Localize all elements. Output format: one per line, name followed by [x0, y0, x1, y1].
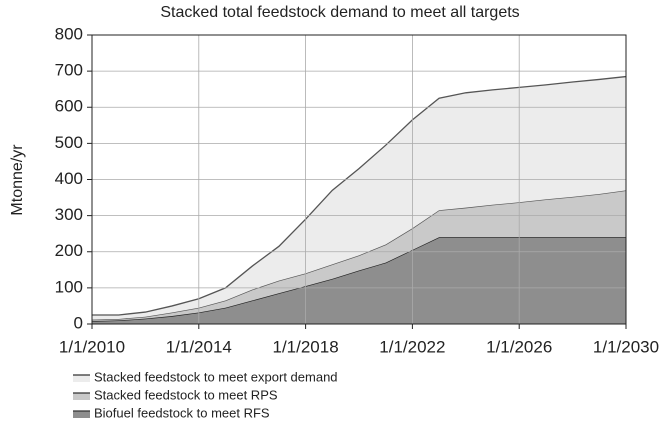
legend-label: Biofuel feedstock to meet RFS — [94, 405, 270, 420]
area-edge — [91, 189, 627, 321]
x-tick-label: 1/1/2018 — [273, 337, 339, 356]
y-tick-label: 0 — [74, 313, 83, 332]
x-tick-label: 1/1/2030 — [593, 337, 659, 356]
y-tick-label: 800 — [55, 24, 83, 43]
y-tick-label: 200 — [55, 241, 83, 260]
y-tick-label: 300 — [55, 205, 83, 224]
x-tick-label: 1/1/2022 — [379, 337, 445, 356]
legend-label: Stacked feedstock to meet export demand — [94, 369, 338, 384]
y-tick-label: 500 — [55, 133, 83, 152]
legend-swatch — [73, 393, 90, 400]
x-tick-label: 1/1/2026 — [486, 337, 552, 356]
x-tick-label: 1/1/2014 — [166, 337, 232, 356]
y-tick-label: 600 — [55, 97, 83, 116]
area — [92, 76, 626, 320]
legend-swatch — [73, 411, 90, 418]
legend-swatch — [73, 375, 90, 382]
x-tick-label: 1/1/2010 — [59, 337, 125, 356]
y-tick-label: 700 — [55, 61, 83, 80]
y-axis-label: Mtonne/yr — [9, 144, 26, 216]
axes: 0 100 200 300 400 500 600 700 800 1/1/2010 1/1/201… — [55, 24, 659, 420]
area-edge — [92, 75, 627, 316]
legend-label: Stacked feedstock to meet RPS — [94, 387, 278, 402]
chart-title: Stacked total feedstock demand to meet a… — [160, 4, 519, 21]
plot-frame — [91, 34, 627, 325]
area — [92, 237, 626, 324]
y-tick-label: 100 — [55, 277, 83, 296]
y-tick-label: 400 — [55, 169, 83, 188]
plot-area — [91, 75, 627, 324]
